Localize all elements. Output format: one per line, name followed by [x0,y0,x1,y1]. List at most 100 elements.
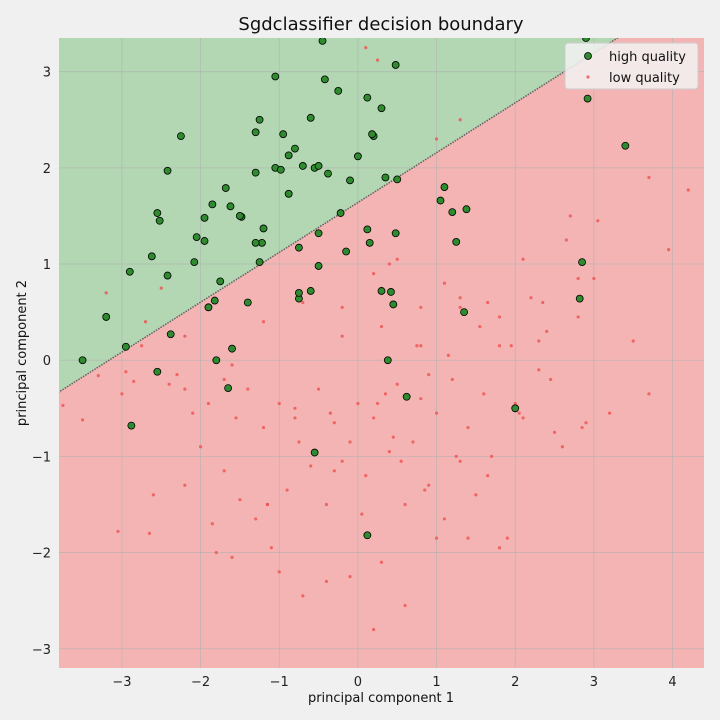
low-quality-point [541,300,545,305]
high-quality-point [284,189,293,198]
x-tick-label: −2 [191,675,210,690]
high-quality-point [127,421,136,430]
high-quality-point [291,144,299,153]
low-quality-point [132,379,136,383]
high-quality-point [448,208,457,216]
low-quality-point [442,517,447,521]
high-quality-point [204,303,213,312]
high-quality-point [389,300,398,309]
low-quality-point [324,502,329,507]
high-quality-point [354,152,362,161]
low-quality-point [261,320,266,324]
low-quality-point [545,329,549,333]
y-axis-label: principal component 2 [15,280,30,426]
low-quality-point [497,344,502,348]
x-tick-label: 1 [432,675,440,690]
high-quality-point [363,225,372,234]
low-quality-point [379,560,384,564]
high-quality-point [190,258,199,267]
high-quality-point [436,196,445,205]
high-quality-point [210,296,219,305]
low-quality-point [576,315,580,319]
low-quality-point [230,555,234,559]
high-quality-point [583,94,592,103]
low-quality-point [246,387,250,391]
low-quality-point [505,536,509,540]
high-quality-point [251,168,260,177]
low-quality-point [415,344,419,348]
low-quality-point [372,627,376,632]
high-quality-point [192,233,201,241]
low-quality-point [143,320,148,324]
high-quality-point [365,238,374,247]
high-quality-point [121,342,130,351]
low-quality-point [419,344,423,348]
low-quality-point [399,459,403,463]
low-quality-point [265,502,270,507]
low-quality-point [486,474,490,478]
low-quality-point [395,382,399,386]
high-quality-point [377,104,386,113]
low-quality-point [348,575,352,579]
high-quality-point [251,238,260,247]
high-quality-point [314,262,323,270]
high-quality-point [462,205,471,214]
low-quality-point [356,401,360,406]
low-quality-point [348,440,352,444]
high-quality-point [200,213,209,222]
y-tick-label: −1 [32,450,51,465]
low-quality-point [151,493,155,497]
grid [59,38,704,668]
high-quality-point [243,298,252,307]
low-quality-point [261,425,266,430]
low-quality-point [466,536,470,540]
high-quality-point [125,267,134,276]
low-quality-point [124,370,128,374]
x-tick-label: 2 [511,675,519,690]
low-quality-point [537,339,541,343]
low-quality-point [328,411,332,415]
low-quality-point [183,387,187,391]
high-quality-point [226,202,235,211]
low-quality-point [175,373,179,377]
low-quality-point [372,272,376,276]
legend: high quality low quality [564,42,699,90]
low-quality-point [521,257,525,261]
low-quality-point [222,469,226,473]
legend-box [564,42,699,90]
low-quality-point [647,175,651,180]
low-quality-point [375,401,380,406]
low-quality-point [584,421,588,425]
legend-label-high-quality: high quality [609,50,686,65]
low-quality-point [120,392,124,396]
high-quality-point [452,238,461,246]
high-quality-point [163,271,172,280]
high-quality-point [387,288,395,296]
low-quality-point [560,445,565,449]
low-quality-point [309,464,313,468]
low-quality-point [332,421,336,425]
high-quality-point [391,229,400,238]
low-quality-point [372,416,376,420]
low-quality-point [419,305,423,309]
high-quality-point [78,356,87,365]
high-quality-point [155,216,164,225]
high-quality-point [310,448,319,457]
low-quality-points [61,46,690,632]
legend-marker-low-quality [586,75,590,79]
low-quality-point [234,416,238,420]
low-quality-point [482,392,486,396]
low-quality-point [159,286,163,290]
high-quality-point [314,162,323,170]
high-quality-point [324,169,332,178]
x-tick-label: 0 [354,675,362,690]
low-quality-point [446,353,450,358]
low-quality-point [269,546,273,550]
high-quality-point [511,404,520,413]
low-quality-point [608,411,612,415]
high-quality-point [166,330,175,339]
low-quality-point [419,397,423,401]
low-quality-point [517,411,521,415]
high-quality-point [578,258,586,267]
